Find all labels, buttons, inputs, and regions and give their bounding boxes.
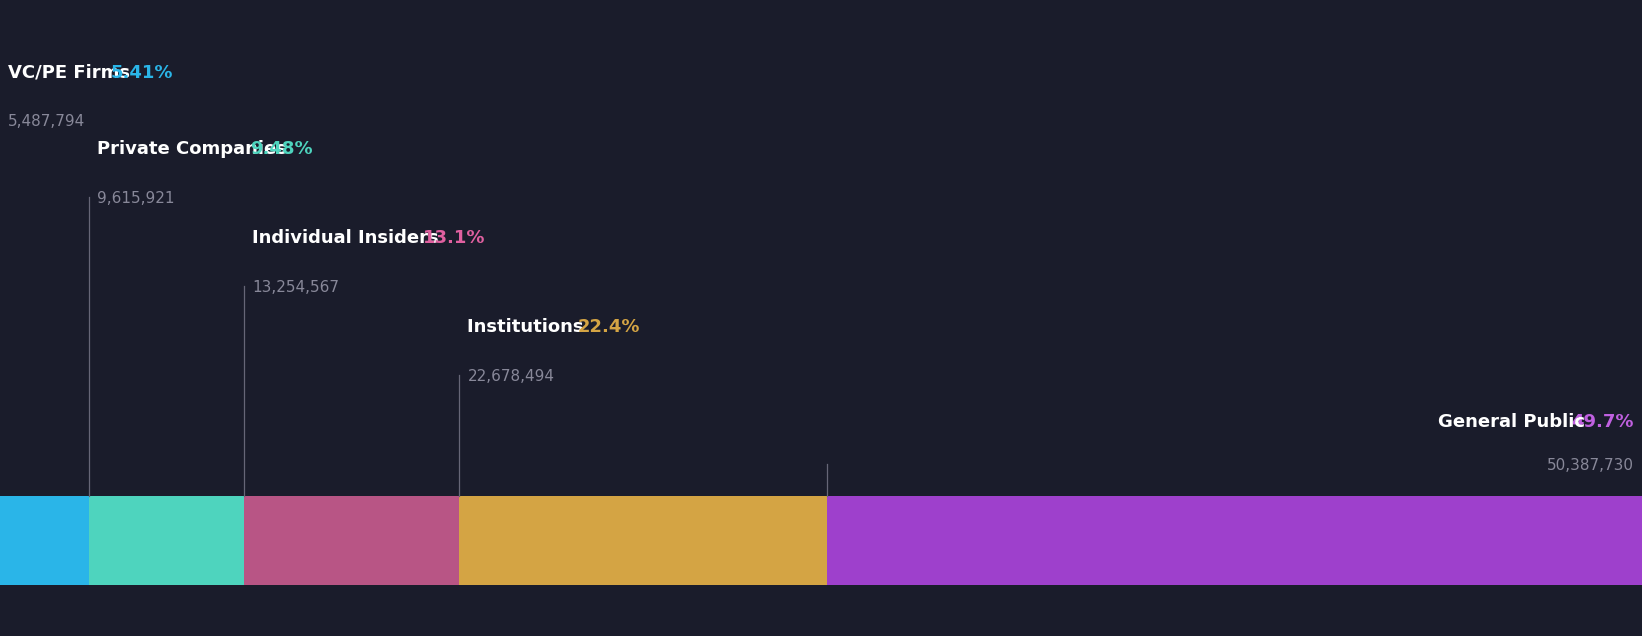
Text: 9.48%: 9.48% [250, 140, 312, 158]
Text: VC/PE Firms: VC/PE Firms [8, 64, 136, 81]
Text: 50,387,730: 50,387,730 [1547, 458, 1634, 473]
Bar [89, 496, 245, 585]
Text: Private Companies: Private Companies [97, 140, 292, 158]
Text: 5.41%: 5.41% [110, 64, 172, 81]
Text: 13.1%: 13.1% [422, 229, 484, 247]
Text: Institutions: Institutions [468, 318, 589, 336]
Text: 9,615,921: 9,615,921 [97, 191, 174, 206]
Text: 22,678,494: 22,678,494 [468, 369, 555, 384]
Bar [245, 496, 460, 585]
Bar [0, 496, 89, 585]
Text: 5,487,794: 5,487,794 [8, 114, 85, 130]
Bar [460, 496, 826, 585]
Text: 49.7%: 49.7% [1571, 413, 1634, 431]
Text: 22.4%: 22.4% [578, 318, 640, 336]
Text: 13,254,567: 13,254,567 [253, 280, 340, 295]
Bar [826, 496, 1642, 585]
Text: General Public: General Public [1438, 413, 1591, 431]
Text: Individual Insiders: Individual Insiders [253, 229, 445, 247]
